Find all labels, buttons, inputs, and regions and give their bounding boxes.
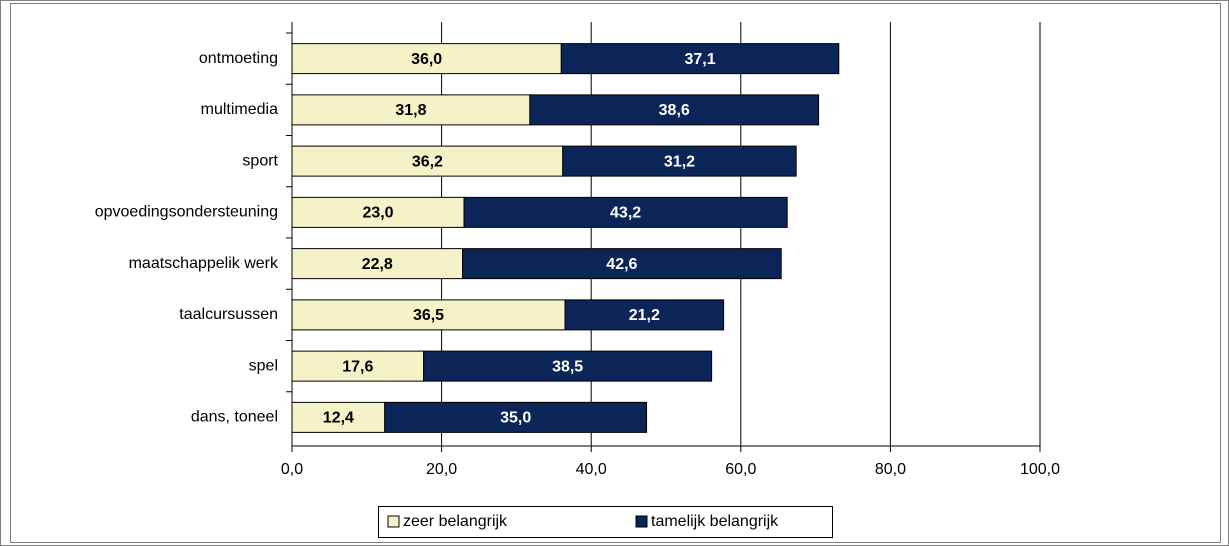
data-label: 12,4: [323, 410, 354, 427]
legend-swatch: [635, 515, 648, 528]
y-tick-label: dans, toneel: [191, 409, 278, 426]
bar-segment: [291, 43, 562, 75]
legend-swatch: [387, 515, 400, 528]
bar-segment: [291, 248, 464, 280]
legend-label: tamelijk belangrijk: [651, 513, 779, 530]
x-tick-label: 40,0: [576, 461, 607, 478]
y-tick-label: multimedia: [201, 101, 278, 118]
data-label: 35,0: [500, 410, 531, 427]
data-label: 22,8: [362, 256, 393, 273]
bar-segment: [564, 299, 725, 331]
y-tick-label: taalcursussen: [179, 306, 278, 323]
x-tick-label: 0,0: [281, 461, 303, 478]
x-tick-label: 60,0: [725, 461, 756, 478]
bar-segment: [529, 94, 820, 126]
data-label: 23,0: [362, 205, 393, 222]
data-label: 38,5: [552, 358, 583, 375]
x-tick-label: 20,0: [426, 461, 457, 478]
legend-box: [378, 506, 833, 538]
y-tick-label: ontmoeting: [199, 50, 278, 67]
data-label: 36,2: [412, 153, 443, 170]
y-tick-label: opvoedingsondersteuning: [95, 204, 278, 221]
x-tick-label: 100,0: [1020, 461, 1060, 478]
data-label: 42,6: [606, 256, 637, 273]
data-label: 31,8: [395, 102, 426, 119]
legend-label: zeer belangrijk: [403, 513, 508, 530]
bar-segment: [291, 299, 566, 331]
bar-segment: [291, 94, 531, 126]
bar-segment: [560, 43, 840, 75]
y-tick-label: spel: [249, 357, 278, 374]
data-label: 38,6: [659, 102, 690, 119]
bar-segment: [384, 401, 648, 433]
y-tick-label: sport: [242, 152, 278, 169]
data-label: 43,2: [610, 205, 641, 222]
data-label: 37,1: [684, 51, 715, 68]
data-label: 17,6: [342, 358, 373, 375]
y-tick-label: maatschappelik werk: [129, 255, 279, 272]
bar-segment: [562, 145, 797, 177]
bar-segment: [423, 350, 713, 382]
data-label: 36,5: [413, 307, 444, 324]
data-label: 31,2: [664, 153, 695, 170]
data-label: 36,0: [411, 51, 442, 68]
data-label: 21,2: [629, 307, 660, 324]
bar-segment: [463, 196, 788, 228]
bar-segment: [291, 350, 425, 382]
bar-segment: [291, 145, 564, 177]
bar-segment: [462, 248, 782, 280]
x-tick-label: 80,0: [875, 461, 906, 478]
